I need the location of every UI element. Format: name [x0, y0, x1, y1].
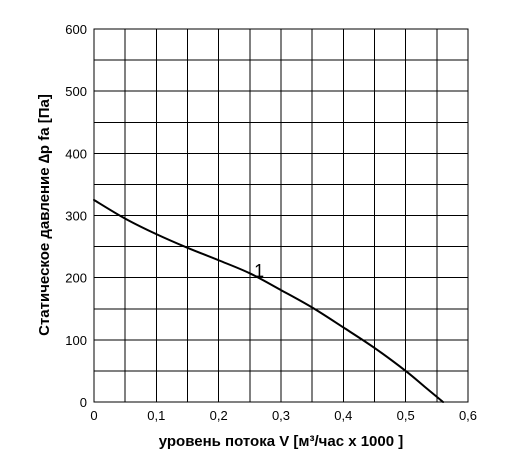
x-tick-labels: 0 0,1 0,2 0,3 0,4 0,5 0,6: [90, 408, 477, 423]
y-axis-title: Статическое давление ∆p fa [Па]: [36, 94, 53, 336]
y-tick-label: 200: [65, 271, 87, 286]
x-tick-label: 0,3: [272, 408, 290, 423]
x-axis-title: уровень потока V [м³/час x 1000 ]: [159, 433, 404, 450]
x-tick-label: 0,2: [210, 408, 228, 423]
x-tick-label: 0,5: [397, 408, 415, 423]
y-tick-label: 600: [65, 22, 87, 37]
series-1-line: [93, 198, 445, 403]
x-tick-label: 0,6: [459, 408, 477, 423]
x-tick-label: 0,4: [334, 408, 352, 423]
y-tick-labels: 0 100 200 300 400 500 600: [65, 22, 87, 410]
y-tick-label: 300: [65, 209, 87, 224]
y-tick-label: 400: [65, 146, 87, 161]
y-tick-label: 0: [80, 395, 87, 410]
x-tick-label: 0,1: [147, 408, 165, 423]
plot-frame: [93, 28, 469, 403]
grid: [94, 29, 468, 402]
series-1-label: 1: [254, 261, 264, 281]
y-tick-label: 100: [65, 333, 87, 348]
y-tick-label: 500: [65, 84, 87, 99]
x-tick-label: 0: [90, 408, 97, 423]
